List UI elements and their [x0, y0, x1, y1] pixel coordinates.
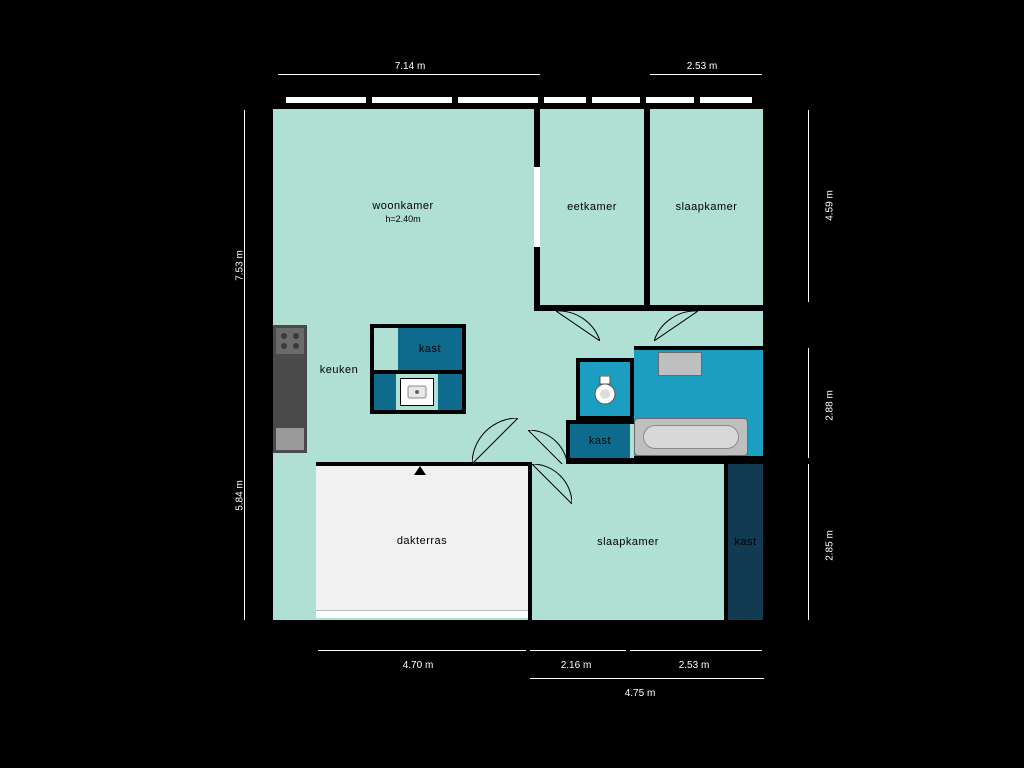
room-keuken: keuken [309, 355, 369, 385]
dim-top-2: 2.53 m [672, 61, 732, 72]
top-window-strip [280, 97, 758, 103]
kast2-label: kast [589, 435, 611, 447]
kast1-side-r [438, 374, 462, 410]
dimline-bot-4 [530, 678, 764, 679]
dimline-right-2 [808, 348, 809, 458]
door-arc-slaapkamer1 [654, 311, 698, 341]
dim-bottom-4: 4.75 m [610, 688, 670, 699]
dimline-top-1 [278, 74, 540, 75]
room-kast1: kast [398, 328, 462, 370]
slaapkamer1-label: slaapkamer [676, 201, 738, 213]
dimline-bot-2 [530, 650, 626, 651]
dimline-top-2 [650, 74, 762, 75]
floorplan-stage: woonkamer h=2.40m eetkamer slaapkamer ke… [0, 0, 1024, 768]
kast3-label: kast [734, 536, 756, 548]
door-arc-eetkamer [556, 311, 600, 341]
outer-wall-bottom [268, 620, 768, 625]
keuken-label: keuken [320, 364, 358, 376]
dim-right-1: 4.59 m [825, 176, 836, 236]
arrow-up-icon [414, 466, 426, 475]
kitchen-panel-mid [276, 428, 304, 450]
dim-right-2: 2.88 m [825, 376, 836, 436]
bathtub [634, 418, 748, 456]
dimline-right-3 [808, 464, 809, 620]
dimline-right-1 [808, 110, 809, 302]
room-dakterras: dakterras [316, 466, 528, 616]
sink-icon [406, 384, 428, 400]
left-strip-fill [273, 462, 316, 620]
toilet-icon [592, 376, 618, 406]
dim-right-3: 2.85 m [825, 516, 836, 576]
dim-bottom-1: 4.70 m [388, 660, 448, 671]
outer-wall-right [763, 104, 768, 624]
door-arc-terrace [472, 418, 518, 464]
door-arc-slaap2 [532, 464, 572, 504]
dimline-left-2 [244, 372, 245, 620]
terrace-bottom-strip [316, 610, 528, 618]
room-eetkamer: eetkamer [540, 109, 644, 305]
stove-icon [276, 328, 304, 354]
kast1-frame-r [462, 324, 466, 414]
dim-top-1: 7.14 m [370, 61, 450, 72]
dimline-bot-3 [630, 650, 762, 651]
room-woonkamer: woonkamer h=2.40m [273, 109, 533, 314]
kast1-label: kast [419, 343, 441, 355]
woonkamer-sublabel: h=2.40m [385, 214, 420, 224]
kast1-frame-b [370, 410, 466, 414]
room-kast2: kast [570, 424, 630, 458]
dim-bottom-3: 2.53 m [664, 660, 724, 671]
slaapkamer2-label: slaapkamer [597, 536, 659, 548]
room-slaapkamer-1: slaapkamer [650, 109, 763, 305]
kast1-side-l [374, 374, 396, 410]
dimline-bot-1 [318, 650, 526, 651]
dakterras-label: dakterras [397, 535, 447, 547]
woonkamer-label: woonkamer [372, 200, 433, 212]
dim-bottom-2: 2.16 m [546, 660, 606, 671]
eetkamer-label: eetkamer [567, 201, 617, 213]
room-kast3: kast [728, 464, 763, 620]
vanity [658, 352, 702, 376]
